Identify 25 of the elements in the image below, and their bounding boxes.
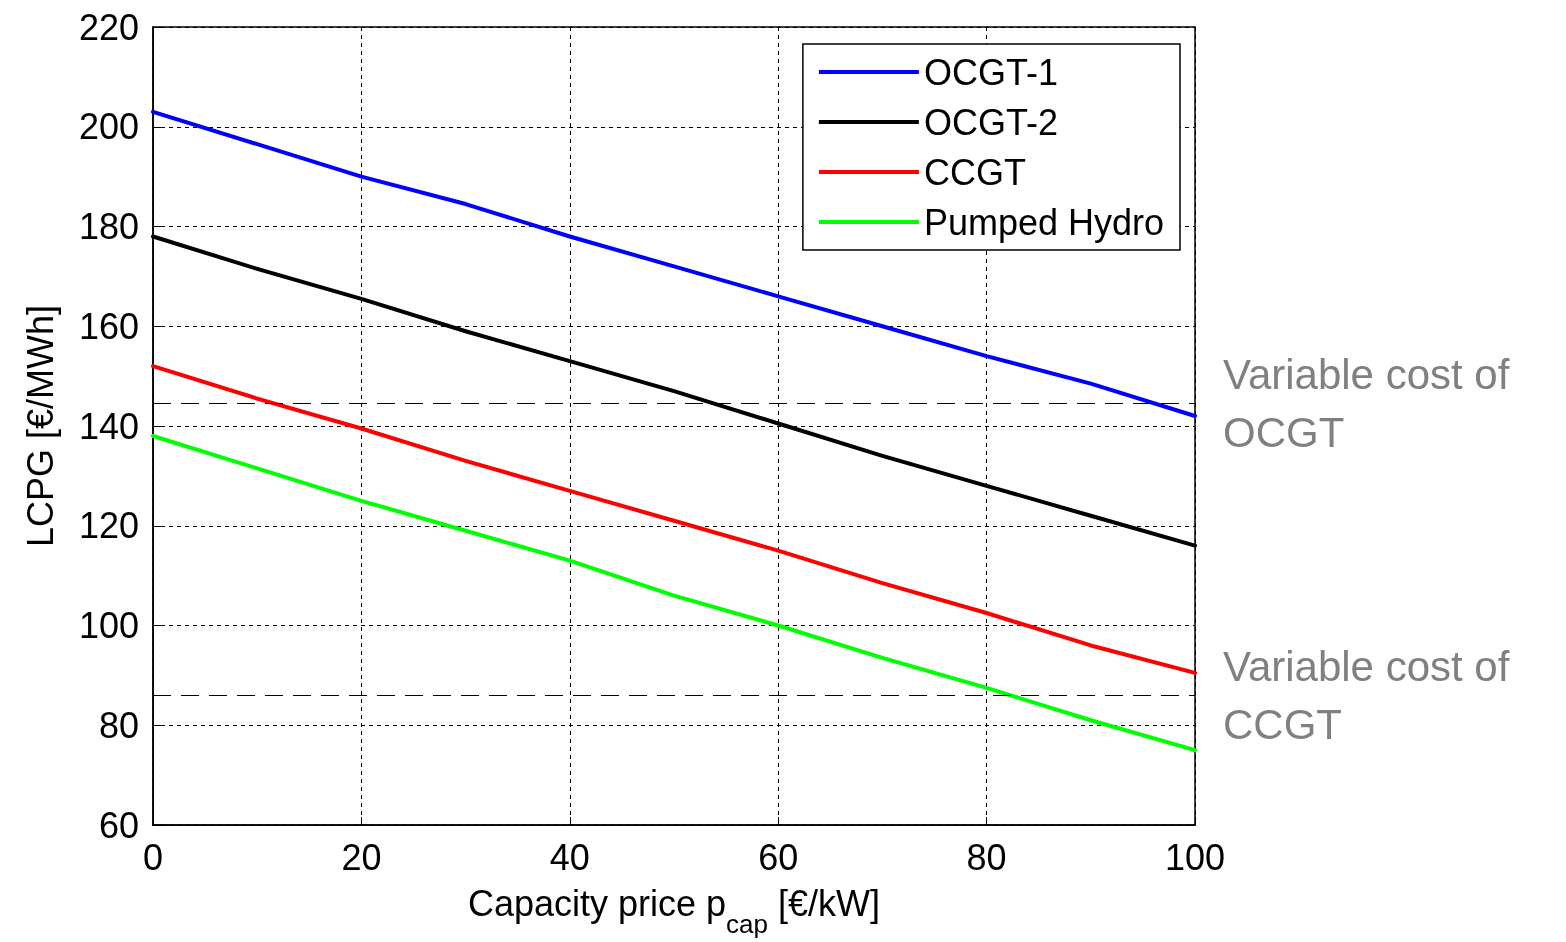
x-tick-label: 0 — [142, 836, 164, 878]
y-tick-label: 140 — [78, 405, 139, 447]
y-tick-label: 160 — [78, 305, 139, 347]
y-tick-label: 200 — [78, 106, 139, 148]
legend-label: Pumped Hydro — [923, 201, 1165, 243]
line-series — [151, 109, 1197, 419]
ref-line-label: Variable cost of CCGT — [1223, 642, 1522, 748]
y-tick-label: 60 — [98, 804, 139, 846]
y-tick-label: 180 — [78, 206, 139, 247]
legend-label: OCGT-2 — [923, 101, 1058, 143]
legend-label: CCGT — [923, 151, 1026, 193]
x-tick-label: 40 — [549, 836, 590, 878]
line-series — [151, 364, 1197, 675]
legend-label: OCGT-1 — [923, 51, 1058, 93]
y-tick-label: 220 — [78, 6, 139, 48]
x-tick-label: 100 — [1164, 836, 1226, 878]
x-tick-label: 20 — [341, 836, 382, 878]
line-series — [151, 433, 1197, 753]
y-tick-label: 100 — [78, 605, 139, 646]
ref-line-label: Variable cost of OCGT — [1223, 351, 1522, 457]
y-tick-label: 120 — [78, 505, 139, 547]
x-tick-label: 80 — [966, 836, 1007, 878]
y-tick-label: 80 — [98, 704, 139, 746]
y-axis-title: LCPG [€/MWh] — [19, 304, 61, 548]
x-tick-label: 60 — [758, 836, 799, 878]
